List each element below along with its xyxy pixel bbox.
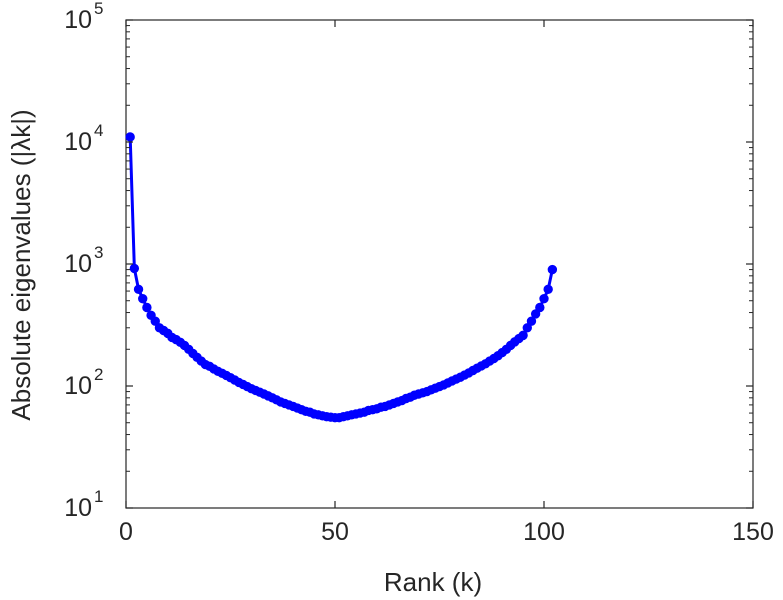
y-tick-exponent: 1 bbox=[94, 487, 103, 506]
data-point bbox=[535, 302, 545, 313]
data-point bbox=[129, 263, 140, 274]
data-point bbox=[142, 302, 152, 313]
data-point bbox=[518, 330, 528, 341]
y-tick-label: 10 bbox=[64, 494, 92, 522]
data-point bbox=[125, 132, 135, 142]
axes-box bbox=[125, 19, 754, 509]
x-tick-label: 50 bbox=[321, 518, 349, 546]
data-point bbox=[547, 264, 558, 275]
x-tick-label: 0 bbox=[119, 518, 133, 546]
x-tick-label: 150 bbox=[732, 518, 774, 546]
data-point bbox=[543, 284, 553, 295]
data-point bbox=[526, 316, 537, 326]
data-point bbox=[150, 316, 160, 326]
y-tick-label: 10 bbox=[64, 250, 92, 278]
y-tick-exponent: 4 bbox=[94, 121, 103, 140]
x-tick-label: 100 bbox=[523, 518, 565, 546]
series-layer bbox=[125, 132, 558, 423]
x-axis-label: Rank (k) bbox=[384, 567, 482, 597]
x-axis-ticks: 0 50 100 150 bbox=[119, 20, 774, 546]
plot-area bbox=[125, 19, 754, 509]
y-tick-label: 10 bbox=[64, 128, 92, 156]
data-point bbox=[539, 293, 549, 304]
y-tick-exponent: 3 bbox=[94, 243, 103, 262]
y-tick-label: 10 bbox=[64, 372, 92, 400]
y-axis-label: Absolute eigenvalues (|λk|) bbox=[6, 109, 36, 420]
data-point bbox=[138, 293, 148, 304]
y-tick-exponent: 2 bbox=[94, 365, 103, 384]
data-point bbox=[530, 309, 541, 319]
y-tick-label: 10 bbox=[64, 6, 92, 34]
y-tick-exponent: 5 bbox=[94, 0, 103, 18]
data-point bbox=[522, 323, 532, 333]
data-point bbox=[133, 284, 144, 295]
